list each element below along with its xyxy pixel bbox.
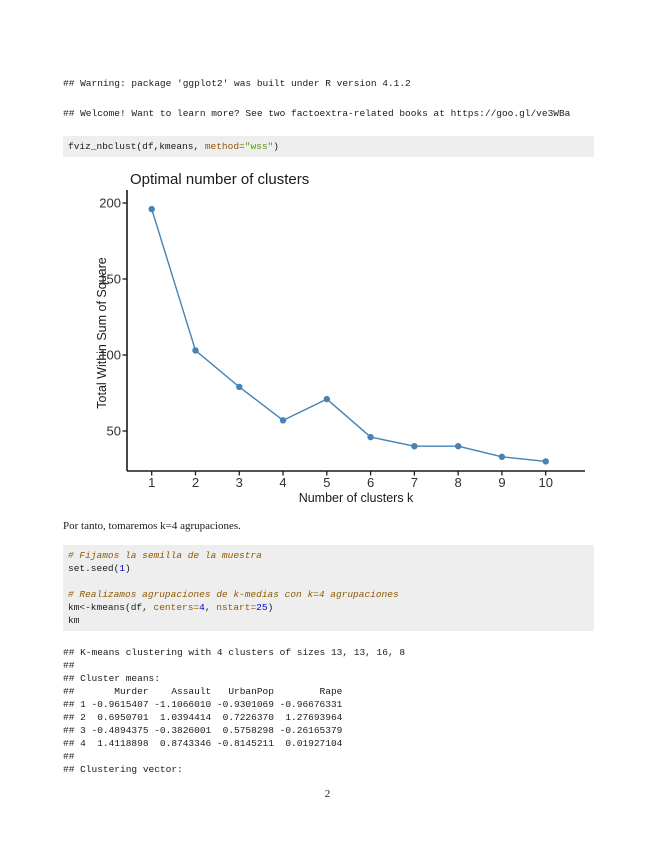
chart-axes: 50 100 150 200 1 2 3 4 5 6 7 8 9 10: [99, 190, 585, 490]
x-tick-label: 6: [367, 475, 374, 490]
code-line: km<-kmeans(df, centers=4, nstart=25): [68, 601, 589, 614]
x-tick-label: 9: [498, 475, 505, 490]
chart-x-axis-label: Number of clusters k: [299, 491, 414, 505]
data-point-k2: [192, 347, 199, 354]
code-token-num: 4: [199, 602, 205, 613]
code-token-plain: ,: [204, 602, 217, 613]
data-point-k8: [454, 443, 462, 450]
wss-line: [151, 208, 547, 463]
data-point-k4: [279, 417, 287, 424]
code-token-num: 25: [256, 602, 268, 613]
data-point-k6: [367, 433, 374, 441]
chart-data-series: [148, 205, 549, 465]
code-token-str: "wss": [244, 141, 274, 152]
code-line: km: [68, 614, 589, 627]
code-token-plain: ): [125, 563, 131, 574]
code-token-comment: # Fijamos la semilla de la muestra: [68, 550, 262, 561]
code-line: fviz_nbclust(df,kmeans, method="wss"): [68, 140, 589, 153]
page-number: 2: [324, 788, 331, 800]
code-token-comment: # Realizamos agrupaciones de k-medias co…: [68, 589, 399, 600]
data-point-k7: [411, 443, 418, 450]
kmeans-console-output: ## K-means clustering with 4 clusters of…: [63, 647, 406, 775]
code-line: [68, 575, 589, 588]
data-point-k1: [148, 205, 155, 213]
code-line: set.seed(1): [68, 562, 589, 575]
x-tick-label: 7: [411, 475, 418, 490]
x-tick-label: 2: [192, 475, 199, 490]
code-token-plain: set.seed(: [68, 563, 120, 574]
code-token-arg: centers=: [153, 602, 200, 613]
x-tick-label: 3: [236, 475, 243, 490]
data-point-k3: [236, 383, 243, 391]
y-tick-label: 100: [99, 348, 121, 363]
code-block-fviz-nbclust: fviz_nbclust(df,kmeans, method="wss"): [63, 136, 594, 157]
code-token-plain: ): [267, 602, 274, 613]
data-point-k9: [498, 453, 506, 461]
code-line: # Fijamos la semilla de la muestra: [68, 549, 589, 562]
code-block-kmeans: # Fijamos la semilla de la muestra set.se…: [63, 545, 594, 631]
console-welcome-text: ## Welcome! Want to learn more? See two …: [63, 108, 571, 119]
x-tick-label: 1: [148, 475, 155, 490]
x-tick-label: 4: [279, 475, 286, 490]
x-tick-label: 5: [323, 475, 330, 490]
code-token-arg: nstart=: [216, 602, 257, 613]
elbow-plot-figure: Optimal number of clusters Number of clu…: [95, 170, 595, 520]
y-tick-label: 50: [107, 424, 121, 439]
code-line: # Realizamos agrupaciones de k-medias co…: [68, 588, 589, 601]
chart-y-axis-label: Total Within Sum of Square: [95, 257, 109, 409]
code-token-num: 1: [119, 563, 126, 574]
chart-title: Optimal number of clusters: [130, 171, 309, 188]
y-tick-label: 200: [99, 196, 121, 211]
code-token-plain: fviz_nbclust(df,kmeans,: [68, 141, 205, 152]
code-token-plain: km: [68, 615, 80, 626]
x-tick-label: 10: [538, 475, 552, 490]
data-point-k5: [323, 395, 331, 403]
conclusion-paragraph: Por tanto, tomaremos k=4 agrupaciones.: [63, 520, 241, 532]
y-tick-label: 150: [99, 272, 121, 287]
x-tick-label: 8: [455, 475, 462, 490]
elbow-plot-chart: Optimal number of clusters Number of clu…: [95, 171, 585, 505]
code-token-plain: km<-kmeans(df,: [68, 602, 154, 613]
data-point-k10: [542, 458, 549, 465]
code-token-arg: method=: [204, 141, 245, 152]
code-token-plain: ): [273, 141, 279, 152]
console-warning-text: ## Warning: package 'ggplot2' was built …: [63, 78, 411, 89]
